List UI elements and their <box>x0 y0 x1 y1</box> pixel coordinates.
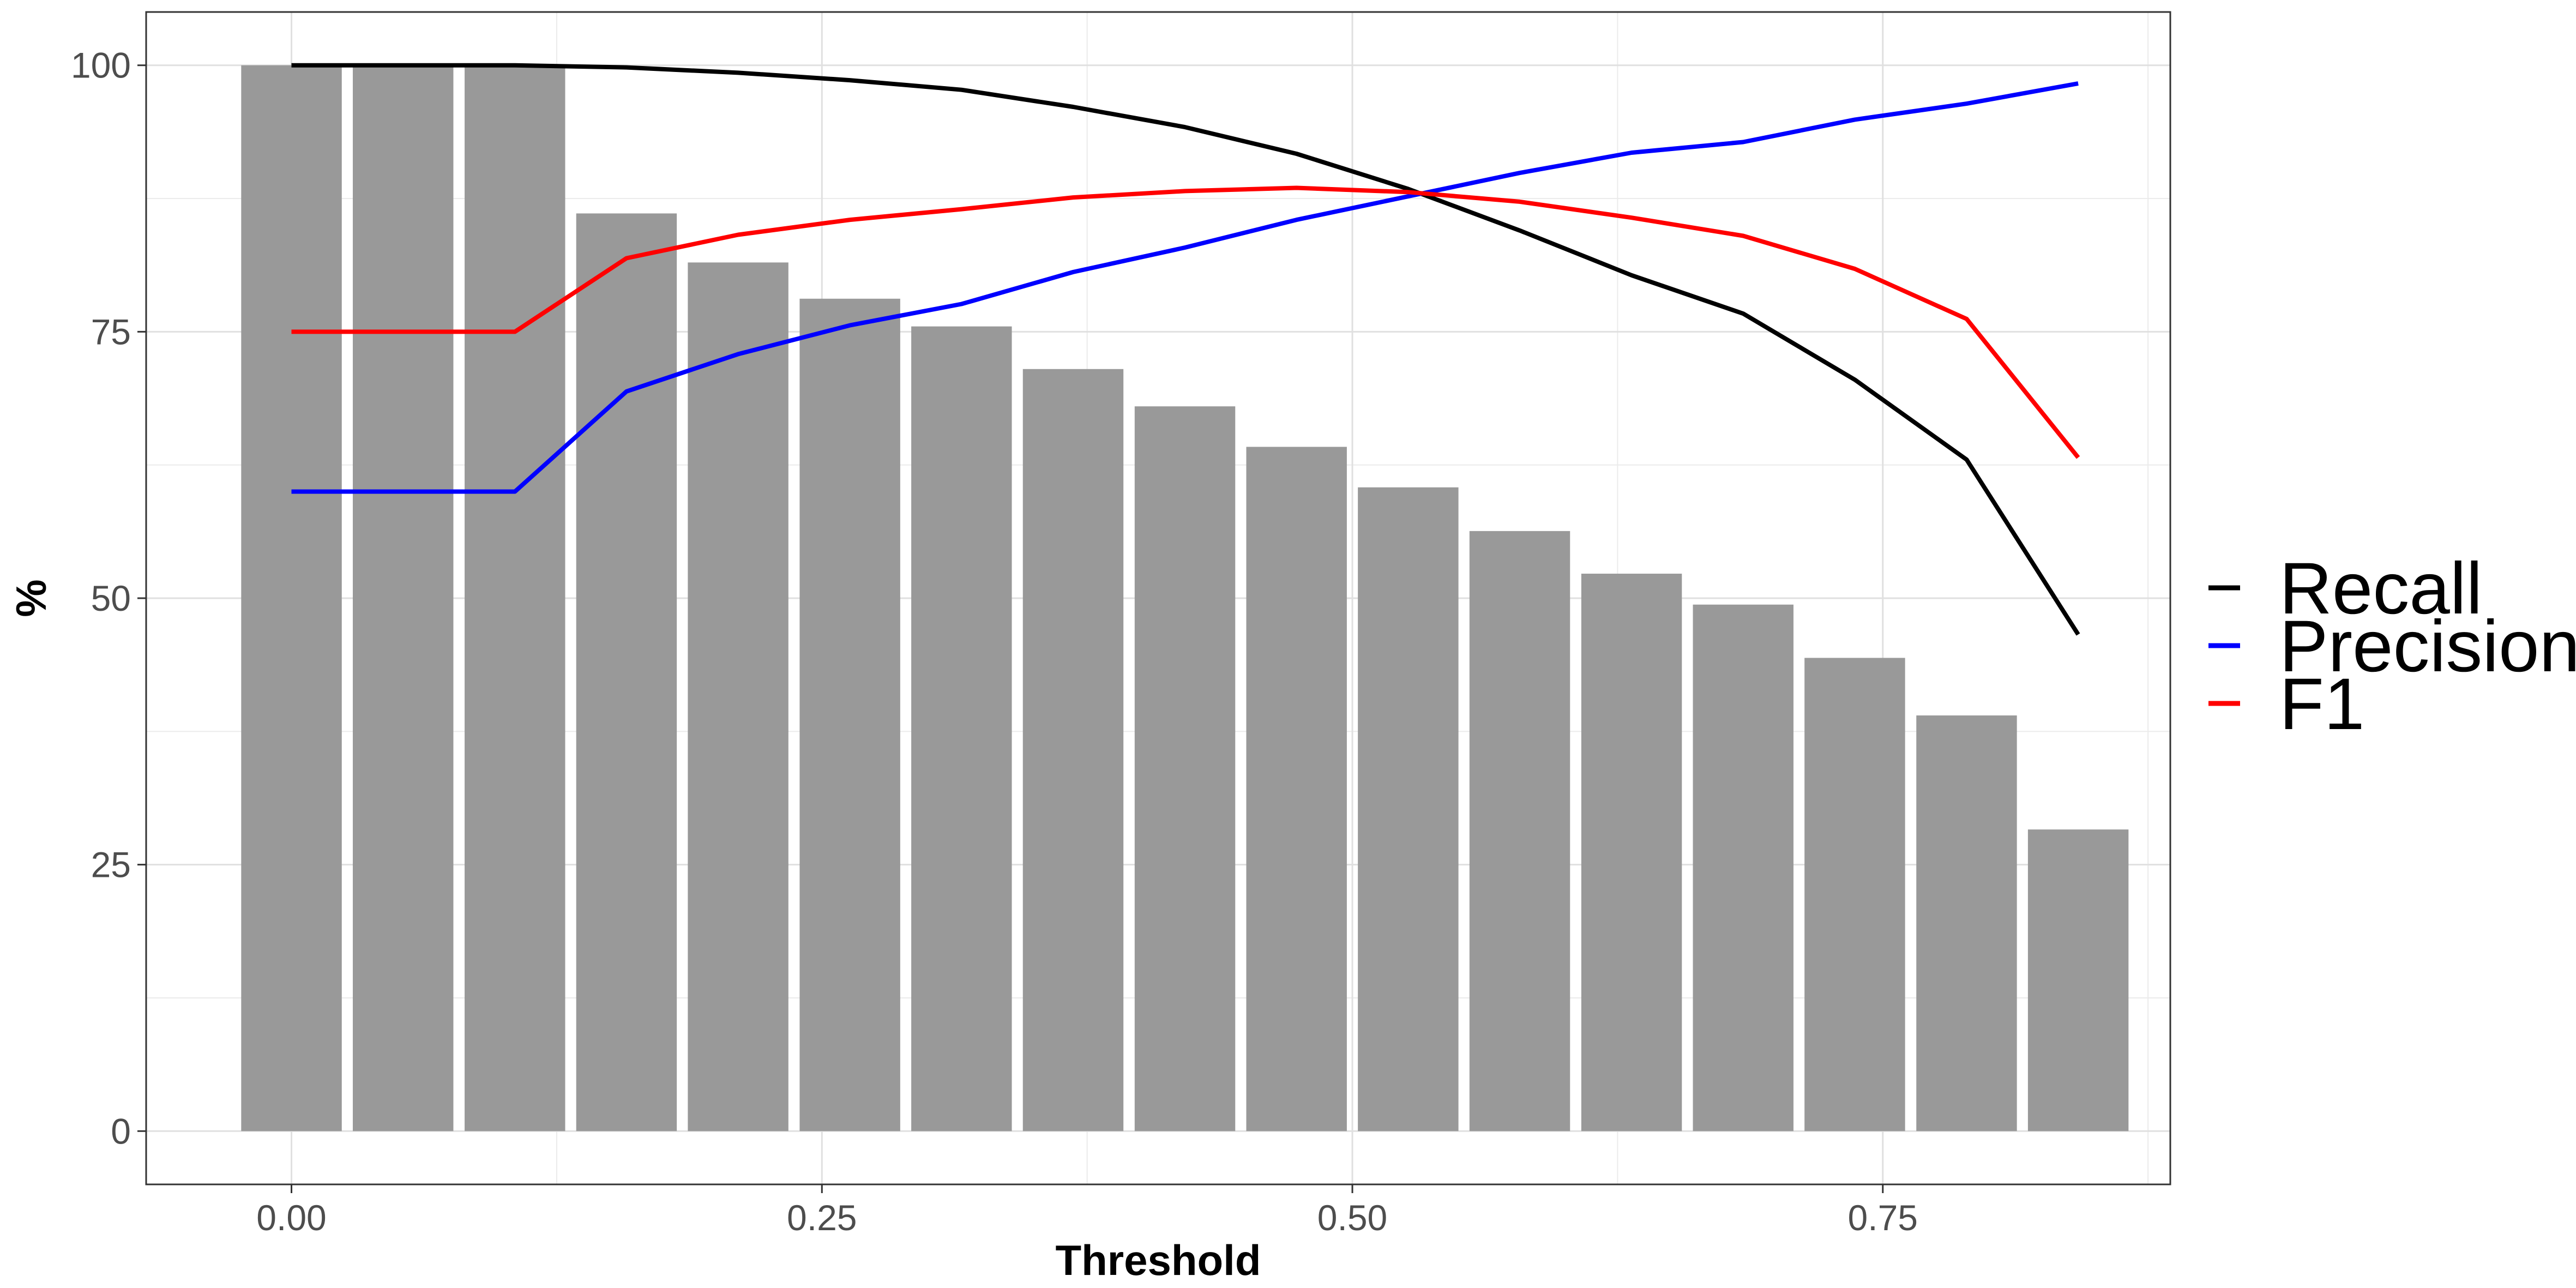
bar <box>465 65 565 1131</box>
y-tick-label: 75 <box>91 311 131 352</box>
legend-label-precision: Precision <box>2279 606 2576 687</box>
x-tick-label: 0.25 <box>787 1197 857 1238</box>
series-line-precision <box>291 81 2079 494</box>
x-tick-label: 0.50 <box>1317 1197 1387 1238</box>
y-tick-label: 25 <box>91 845 131 885</box>
bar <box>2027 829 2129 1131</box>
series-lines <box>291 63 2080 636</box>
bar <box>1022 369 1124 1131</box>
bar <box>1134 406 1236 1131</box>
bar <box>1358 487 1459 1131</box>
y-tick-label: 100 <box>71 45 131 86</box>
bar <box>1469 531 1570 1131</box>
bar <box>352 65 454 1131</box>
bar <box>911 326 1012 1131</box>
bar <box>1246 447 1347 1131</box>
y-tick-label: 50 <box>91 578 131 618</box>
bar <box>1693 604 1793 1131</box>
series-line-f1 <box>291 185 2080 459</box>
axis-ticks: 0.00 0.25 0.50 0.75 0 25 50 75 100 <box>71 45 1918 1238</box>
x-axis-title: Threshold <box>1055 1236 1261 1284</box>
x-tick-label: 0.00 <box>256 1197 326 1238</box>
bar <box>241 65 342 1131</box>
bar <box>1581 574 1682 1131</box>
series-line-recall <box>291 63 2080 636</box>
y-tick-label: 0 <box>111 1111 131 1151</box>
bar <box>1916 715 2017 1131</box>
bar <box>576 213 677 1131</box>
bar <box>1804 658 1905 1131</box>
y-axis-title: % <box>7 579 55 617</box>
legend-label-recall: Recall <box>2279 548 2482 629</box>
bars <box>241 65 2129 1131</box>
x-tick-label: 0.75 <box>1848 1197 1918 1238</box>
bar <box>688 262 789 1131</box>
bar <box>799 298 900 1131</box>
legend-label-f1: F1 <box>2279 664 2364 745</box>
